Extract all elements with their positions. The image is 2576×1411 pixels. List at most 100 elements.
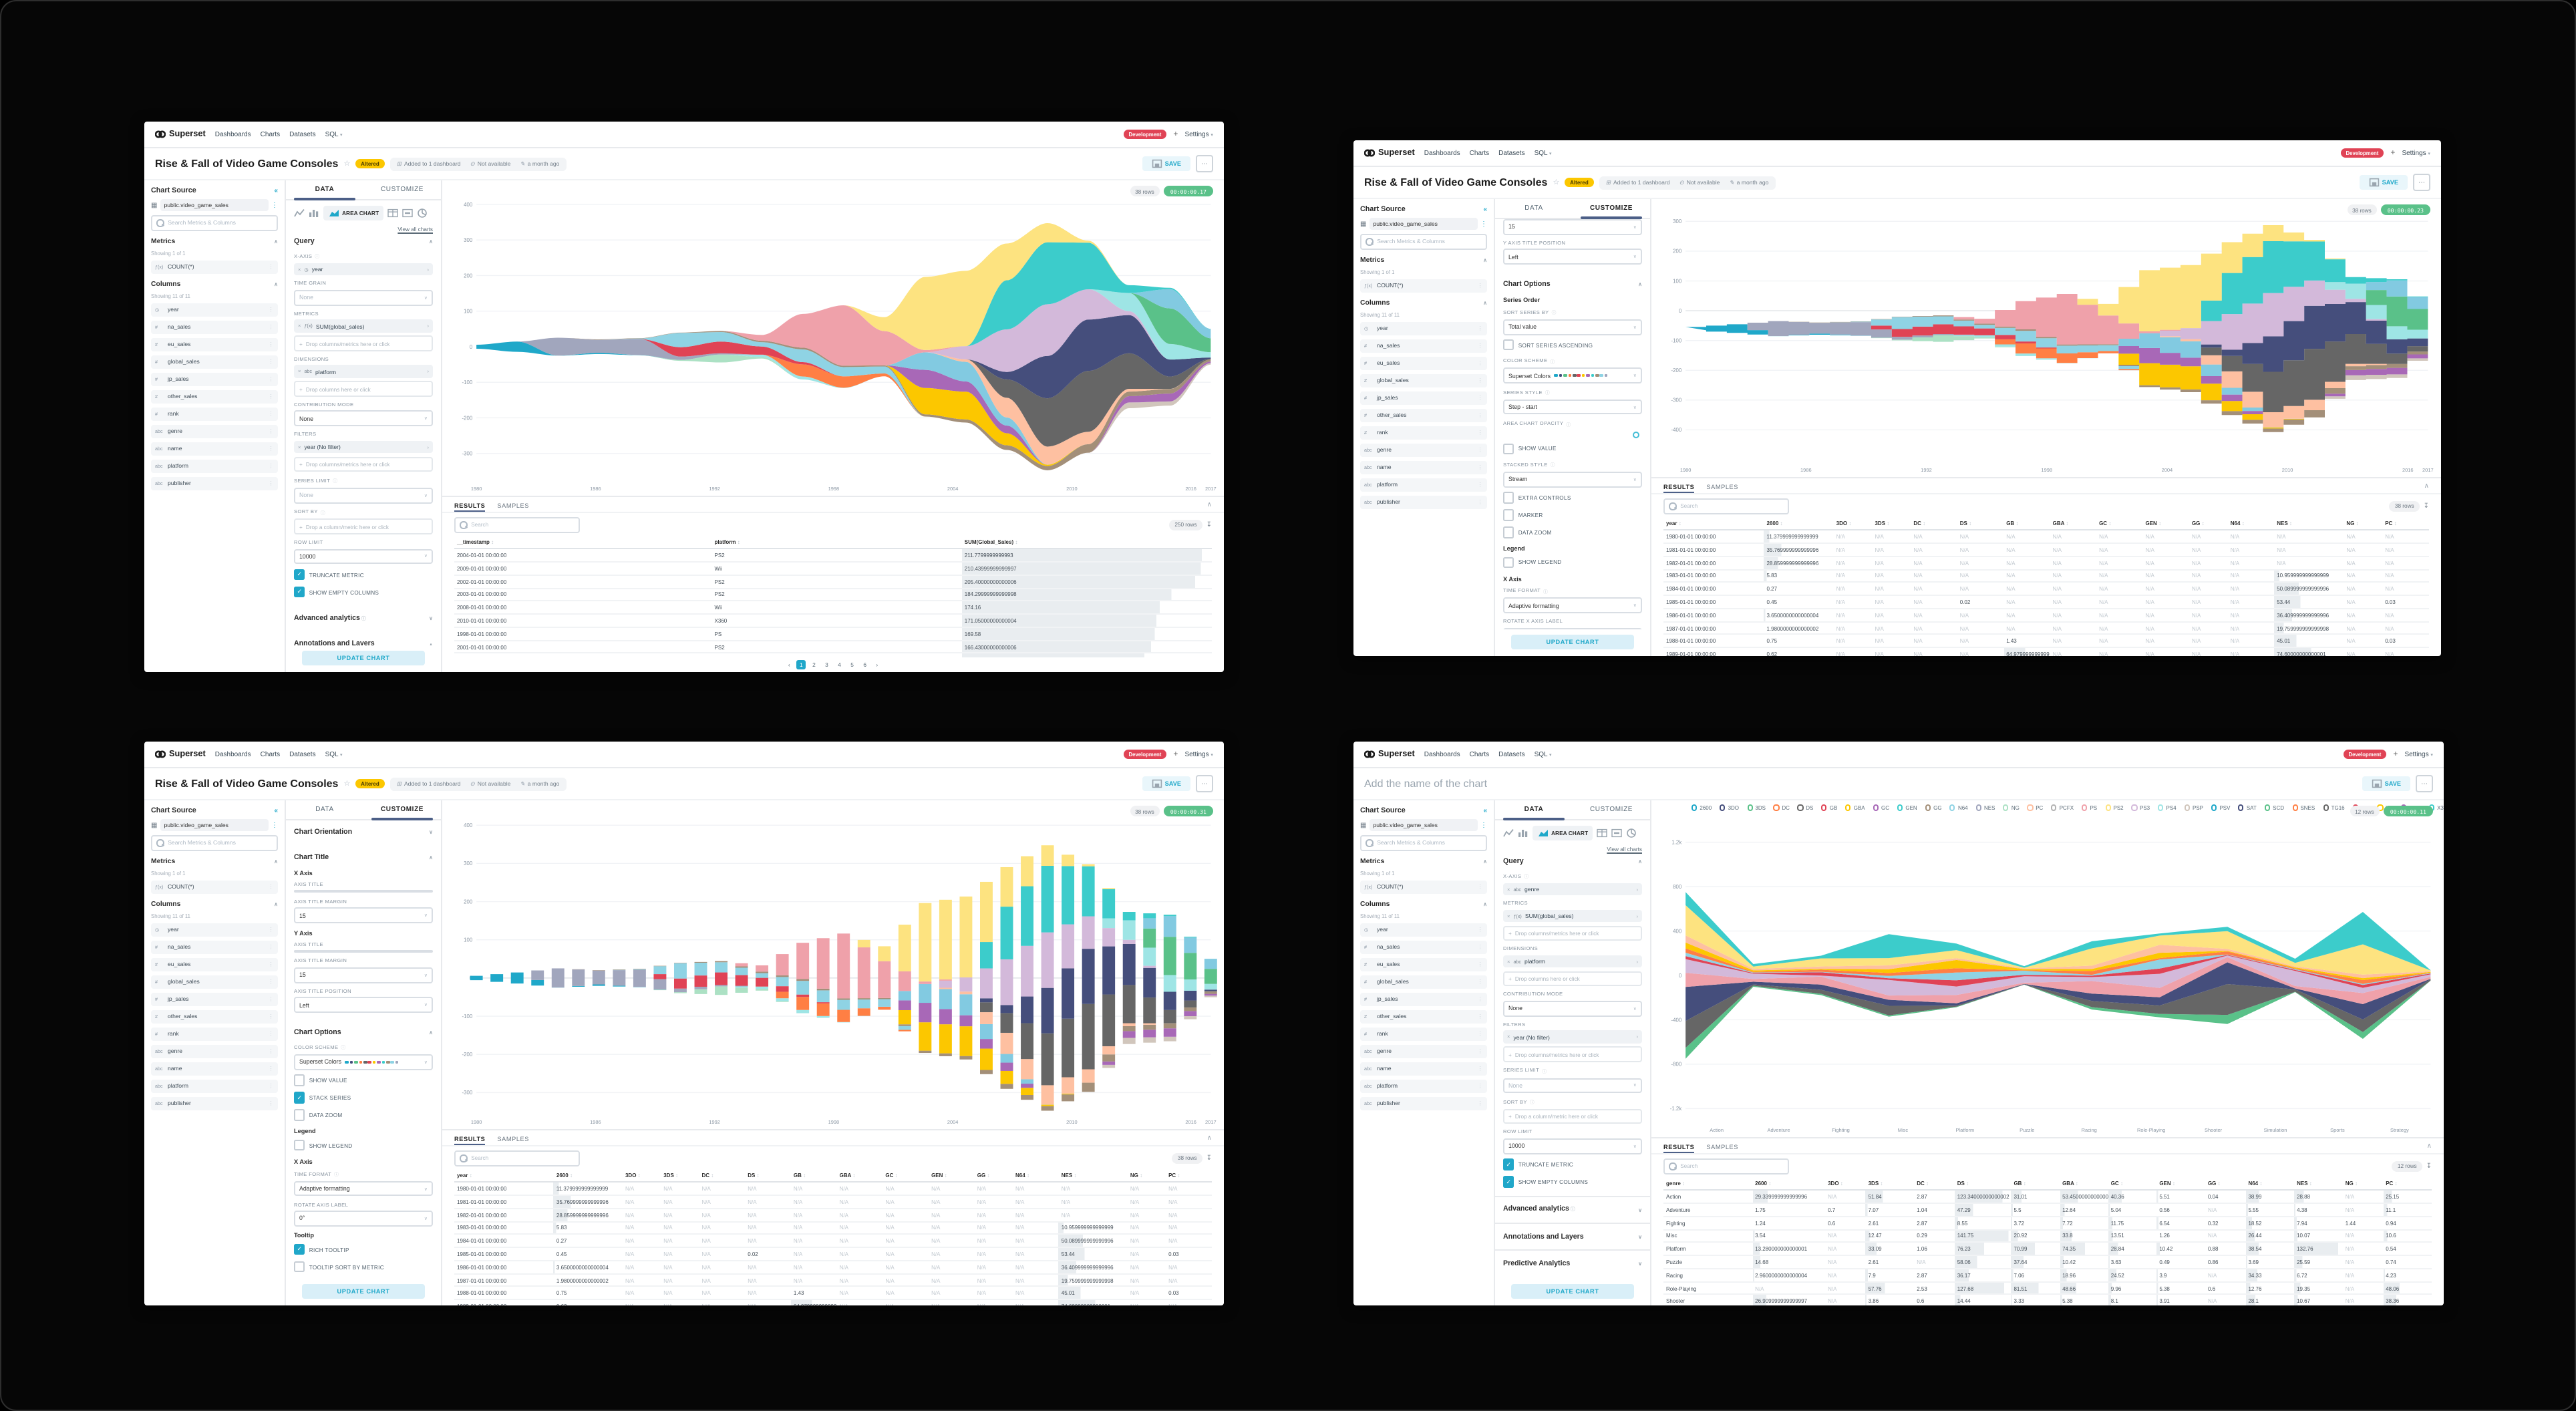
checkbox-show-empty-columns[interactable]: ✓ SHOW EMPTY COLUMNS bbox=[294, 586, 433, 598]
area-series-PS2[interactable] bbox=[1685, 905, 2431, 975]
sort-icon[interactable]: ↕ bbox=[469, 1172, 472, 1179]
remove-icon[interactable]: × bbox=[1507, 959, 1510, 965]
select-control[interactable]: None ∨ bbox=[294, 487, 433, 504]
bar-segment-PSP[interactable] bbox=[1000, 1032, 1013, 1054]
column-header-3DS[interactable]: 3DS ↕ bbox=[1872, 518, 1911, 531]
bar-segment-PS4[interactable] bbox=[1143, 928, 1156, 948]
column-item-rank[interactable]: # rank ⋮ bbox=[1360, 1027, 1487, 1041]
table-chart-icon[interactable] bbox=[387, 208, 398, 218]
drag-handle-icon[interactable]: ⋮ bbox=[268, 462, 274, 469]
column-item-genre[interactable]: abc genre ⋮ bbox=[151, 1044, 278, 1058]
area-series-Wii[interactable] bbox=[1685, 892, 2431, 971]
column-item-eu_sales[interactable]: # eu_sales ⋮ bbox=[151, 957, 278, 971]
bar-segment-2600[interactable] bbox=[470, 975, 483, 981]
bar-segment-PS4[interactable] bbox=[1163, 937, 1176, 975]
remove-icon[interactable]: × bbox=[1507, 887, 1510, 893]
legend-item-NG[interactable]: NG bbox=[2003, 804, 2020, 811]
sort-icon[interactable]: ↕ bbox=[1780, 520, 1783, 527]
legend-item-PS[interactable]: PS bbox=[2082, 804, 2097, 811]
column-header-GB[interactable]: GB ↕ bbox=[2003, 518, 2050, 531]
checkbox-icon[interactable]: ✓ bbox=[1503, 1158, 1514, 1170]
bar-segment-DS[interactable] bbox=[1082, 916, 1095, 949]
results-tab-samples[interactable]: SAMPLES bbox=[1706, 1143, 1739, 1150]
drag-handle-icon[interactable]: ⋮ bbox=[268, 410, 274, 417]
save-icon[interactable] bbox=[2369, 178, 2380, 187]
column-item-eu_sales[interactable]: # eu_sales ⋮ bbox=[1360, 957, 1487, 971]
chart-canvas-2[interactable]: 4003002001000-100-200-300198019861992199… bbox=[442, 800, 1224, 1129]
column-header-GG[interactable]: GG ↕ bbox=[974, 1170, 1013, 1183]
column-header-N64[interactable]: N64 ↕ bbox=[2227, 518, 2275, 531]
page-4[interactable]: 4 bbox=[838, 661, 841, 668]
bar-segment-DS[interactable] bbox=[1062, 924, 1075, 969]
remove-icon[interactable]: × bbox=[298, 444, 301, 450]
dataset-name[interactable]: public.video_game_sales bbox=[160, 199, 269, 211]
bar-segment-Wii[interactable] bbox=[1082, 866, 1095, 917]
field-pill[interactable]: × ƒ(x) SUM(global_sales) › bbox=[294, 319, 433, 333]
bar-segment-PC[interactable] bbox=[919, 1050, 932, 1054]
sort-icon[interactable]: ↕ bbox=[2354, 1180, 2358, 1187]
bar-segment-PSV[interactable] bbox=[1184, 1016, 1197, 1020]
bar-segment-GC[interactable] bbox=[1021, 1084, 1033, 1088]
bar-segment-PS2[interactable] bbox=[980, 881, 993, 943]
collapse-icon[interactable]: ∧ bbox=[429, 1029, 433, 1036]
column-item-global_sales[interactable]: # global_sales ⋮ bbox=[151, 975, 278, 989]
drag-handle-icon[interactable]: ⋮ bbox=[268, 977, 274, 985]
nav-item-sql[interactable]: SQL ▾ bbox=[1534, 750, 1552, 758]
results-tab-results[interactable]: RESULTS bbox=[1663, 1143, 1695, 1153]
drag-handle-icon[interactable]: ⋮ bbox=[268, 263, 274, 270]
section-chart-title[interactable]: Chart Title ∧ bbox=[294, 851, 433, 863]
section-advanced-analytics[interactable]: Advanced analytics ⓘ ∨ bbox=[1503, 1204, 1642, 1216]
bar-segment-PC[interactable] bbox=[1082, 1082, 1095, 1092]
drop-zone[interactable]: + Drop columns/metrics here or click bbox=[1503, 1046, 1642, 1062]
settings-menu[interactable]: Settings ▾ bbox=[1184, 750, 1213, 758]
pie-chart-icon[interactable] bbox=[1626, 828, 1637, 838]
legend-item-NES[interactable]: NES bbox=[1975, 804, 1995, 811]
column-item-year[interactable]: ◷ year ⋮ bbox=[1360, 321, 1487, 335]
bar-segment-XOne[interactable] bbox=[1143, 918, 1156, 929]
page-2[interactable]: 2 bbox=[812, 661, 816, 668]
bar-segment-Wii[interactable] bbox=[1041, 865, 1054, 933]
bar-segment-N64[interactable] bbox=[857, 1008, 870, 1016]
column-header-GC[interactable]: GC ↕ bbox=[2108, 1178, 2157, 1191]
checkbox-icon[interactable]: ✓ bbox=[294, 1261, 305, 1273]
bar-segment-Wii[interactable] bbox=[1102, 889, 1116, 919]
logo-icon[interactable] bbox=[1364, 750, 1375, 759]
line-chart-icon[interactable] bbox=[294, 208, 305, 218]
area-chart-icon[interactable] bbox=[1537, 828, 1548, 838]
column-item-other_sales[interactable]: # other_sales ⋮ bbox=[151, 389, 278, 404]
metric-item[interactable]: ƒ(x) COUNT(*) ⋮ bbox=[1360, 279, 1487, 293]
legend-item-3DO[interactable]: 3DO bbox=[1720, 804, 1739, 811]
bar-segment-PS[interactable] bbox=[756, 965, 769, 972]
bar-segment-DS[interactable] bbox=[1021, 945, 1033, 997]
column-item-other_sales[interactable]: # other_sales ⋮ bbox=[1360, 1009, 1487, 1024]
column-header-GBA[interactable]: GBA ↕ bbox=[2060, 1178, 2108, 1191]
bar-segment-PS[interactable] bbox=[898, 971, 911, 991]
bar-segment-PC[interactable] bbox=[715, 961, 728, 963]
checkbox-icon[interactable]: ✓ bbox=[294, 569, 305, 581]
tab-data[interactable]: DATA bbox=[1524, 204, 1543, 212]
column-item-rank[interactable]: # rank ⋮ bbox=[151, 1027, 278, 1041]
column-item-publisher[interactable]: abc publisher ⋮ bbox=[1360, 1096, 1487, 1110]
superset-logo[interactable]: Superset bbox=[155, 750, 206, 759]
bar-segment-WiiU[interactable] bbox=[1122, 1031, 1136, 1038]
bar-segment-WiiU[interactable] bbox=[1102, 1061, 1116, 1065]
bar-segment-PS3[interactable] bbox=[1204, 989, 1217, 991]
dataset-row[interactable]: ▦ public.video_game_sales ⋮ bbox=[1360, 819, 1487, 831]
bar-segment-GB[interactable] bbox=[796, 981, 810, 995]
checkbox-icon[interactable]: ✓ bbox=[294, 1074, 305, 1086]
bar-segment-PS2[interactable] bbox=[898, 925, 911, 971]
bar-segment-PSP[interactable] bbox=[1062, 1077, 1075, 1094]
sort-icon[interactable]: ↕ bbox=[1887, 520, 1890, 527]
bar-segment-2600[interactable] bbox=[531, 979, 544, 986]
drop-zone[interactable]: + Drop columns/metrics here or click bbox=[294, 335, 433, 351]
nav-item-dashboards[interactable]: Dashboards bbox=[1424, 149, 1460, 157]
update-chart-button[interactable]: UPDATE CHART bbox=[302, 650, 425, 665]
sort-icon[interactable]: ↕ bbox=[803, 1172, 806, 1179]
big-number-icon[interactable] bbox=[402, 208, 413, 218]
select-control[interactable]: 15 ∨ bbox=[294, 967, 433, 983]
field-pill[interactable]: × abc genre › bbox=[1503, 883, 1642, 896]
drop-zone[interactable]: + Drop columns here or click bbox=[1503, 971, 1642, 987]
bar-segment-GC[interactable] bbox=[919, 1003, 932, 1023]
area-series-Wii[interactable] bbox=[476, 242, 1211, 350]
chart-title[interactable]: Add the name of the chart bbox=[1364, 778, 1488, 790]
